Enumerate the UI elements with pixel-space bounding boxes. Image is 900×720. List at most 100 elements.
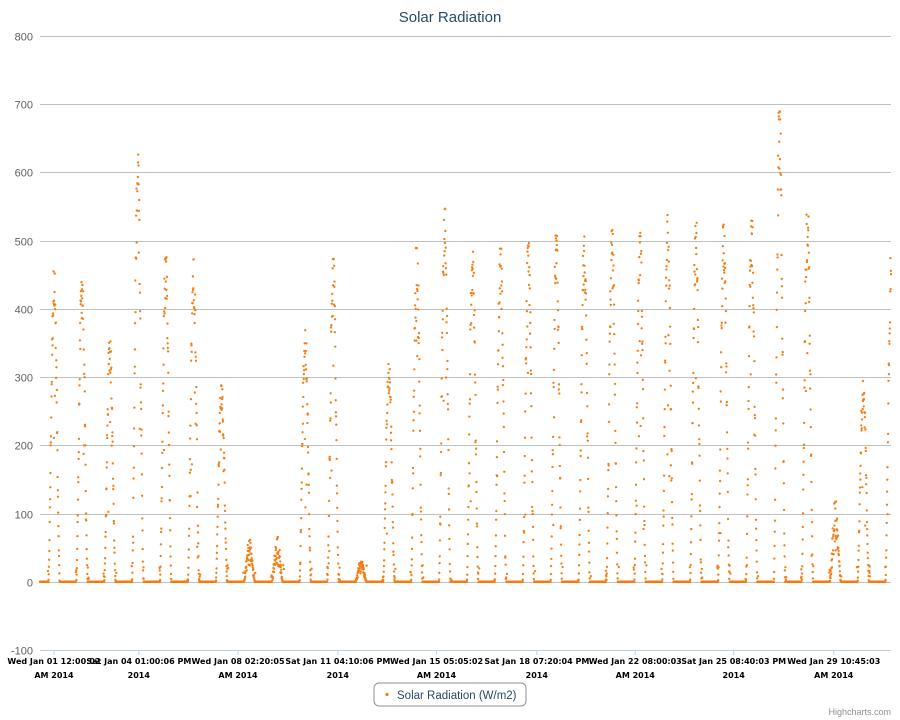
data-point bbox=[801, 538, 804, 541]
data-point bbox=[699, 524, 702, 527]
data-point bbox=[439, 474, 442, 477]
data-point bbox=[801, 565, 804, 568]
data-point bbox=[86, 566, 90, 569]
data-point bbox=[560, 577, 563, 580]
data-point bbox=[725, 362, 728, 365]
data-point bbox=[606, 495, 610, 498]
data-point bbox=[581, 288, 585, 292]
y-tick-label: 100 bbox=[15, 510, 33, 522]
data-point bbox=[780, 253, 783, 257]
data-point bbox=[556, 309, 560, 312]
data-point bbox=[528, 332, 532, 335]
data-point bbox=[390, 461, 393, 464]
data-point bbox=[888, 342, 891, 346]
data-point bbox=[801, 552, 804, 555]
data-point bbox=[112, 484, 115, 487]
data-point bbox=[196, 545, 199, 548]
data-point bbox=[167, 443, 171, 447]
data-point bbox=[115, 571, 118, 575]
data-point bbox=[887, 402, 890, 405]
data-point bbox=[614, 429, 617, 432]
data-point bbox=[162, 314, 165, 318]
data-point bbox=[696, 288, 699, 292]
legend[interactable]: Solar Radiation (W/m2) bbox=[373, 682, 527, 707]
data-point bbox=[640, 261, 643, 264]
data-point bbox=[665, 284, 668, 287]
data-point bbox=[364, 576, 367, 579]
data-point bbox=[553, 347, 556, 350]
data-point bbox=[309, 578, 312, 581]
data-point bbox=[643, 554, 647, 558]
data-point bbox=[112, 487, 115, 491]
data-point bbox=[188, 471, 191, 474]
data-point bbox=[325, 580, 329, 583]
data-point bbox=[586, 405, 589, 408]
data-point bbox=[811, 577, 815, 580]
data-point bbox=[663, 388, 667, 391]
data-point bbox=[110, 397, 113, 400]
data-point bbox=[808, 342, 811, 345]
data-point bbox=[836, 529, 839, 532]
data-point bbox=[663, 408, 666, 411]
data-point bbox=[689, 571, 692, 575]
data-point bbox=[140, 434, 143, 437]
data-point bbox=[838, 570, 841, 573]
data-point bbox=[411, 487, 414, 490]
data-point bbox=[719, 448, 722, 451]
data-point bbox=[521, 580, 524, 583]
data-point bbox=[828, 579, 832, 582]
data-point bbox=[306, 413, 309, 416]
data-point bbox=[193, 321, 196, 325]
y-tick-label: 700 bbox=[15, 100, 33, 112]
data-point bbox=[225, 574, 228, 578]
data-point bbox=[695, 231, 698, 235]
data-point bbox=[248, 548, 252, 551]
data-point bbox=[447, 438, 450, 441]
data-point bbox=[48, 506, 52, 509]
data-point bbox=[772, 580, 775, 583]
data-point bbox=[804, 280, 807, 283]
data-point bbox=[438, 571, 441, 574]
data-point bbox=[776, 188, 779, 191]
data-point bbox=[587, 510, 590, 514]
data-point bbox=[48, 520, 51, 524]
data-point bbox=[50, 416, 53, 419]
data-point bbox=[614, 462, 618, 465]
data-point bbox=[864, 449, 867, 453]
data-point bbox=[726, 447, 729, 450]
data-point bbox=[639, 235, 642, 238]
data-point bbox=[749, 373, 752, 376]
data-point bbox=[773, 530, 776, 533]
data-point bbox=[756, 574, 760, 578]
data-point bbox=[468, 398, 472, 401]
data-point bbox=[55, 388, 59, 392]
data-point bbox=[473, 309, 476, 312]
data-point bbox=[53, 307, 57, 311]
data-point bbox=[751, 225, 754, 229]
data-point bbox=[698, 479, 701, 482]
data-point bbox=[530, 470, 533, 473]
data-point bbox=[672, 577, 675, 580]
data-point bbox=[577, 572, 580, 575]
data-point bbox=[578, 553, 581, 556]
data-point bbox=[665, 265, 668, 268]
data-point bbox=[612, 322, 615, 325]
data-point bbox=[746, 493, 749, 496]
data-point bbox=[47, 558, 51, 561]
data-point bbox=[587, 550, 591, 553]
data-point bbox=[278, 548, 281, 552]
data-point bbox=[137, 153, 140, 156]
data-point bbox=[835, 538, 838, 541]
data-point bbox=[134, 214, 138, 217]
data-point bbox=[445, 307, 448, 310]
credits-link[interactable]: Highcharts.com bbox=[828, 707, 891, 717]
data-point bbox=[885, 490, 889, 493]
data-point bbox=[441, 318, 444, 321]
data-point bbox=[829, 576, 832, 580]
legend-item-label[interactable]: Solar Radiation (W/m2) bbox=[397, 690, 517, 702]
data-point bbox=[472, 271, 475, 275]
data-point bbox=[505, 572, 509, 576]
data-point bbox=[693, 263, 696, 267]
data-point bbox=[727, 546, 730, 549]
data-point bbox=[784, 578, 787, 581]
